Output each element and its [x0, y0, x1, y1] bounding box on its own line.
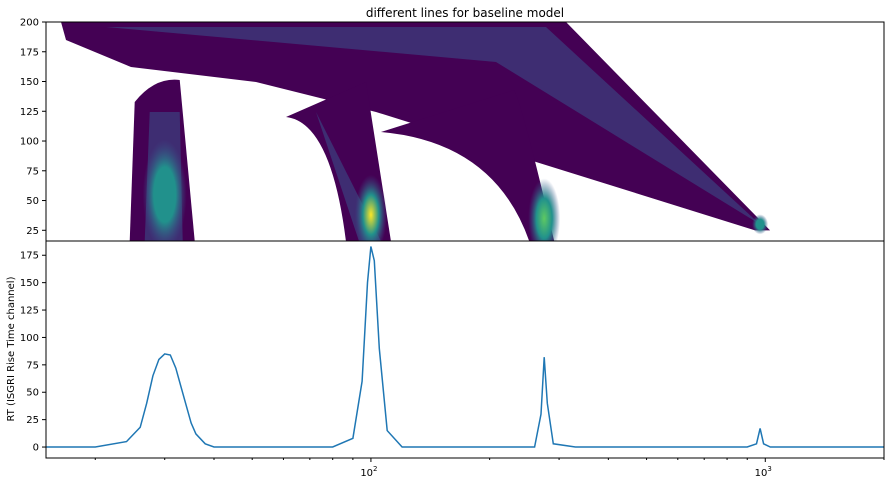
series-line [46, 246, 884, 448]
top-ytick-label-5: 150 [20, 77, 39, 88]
heatmap-peak-1 [354, 174, 387, 241]
heatmap-peak-2 [528, 178, 561, 241]
top-y-axis: 25 50 75 100 125 150 175 200 [20, 18, 46, 237]
x-axis: 102 103 [94, 458, 885, 479]
bottom-ytick-label-2: 50 [26, 388, 39, 399]
bottom-axes-frame [45, 240, 885, 459]
top-ytick-label-0: 25 [26, 226, 39, 237]
top-ytick-label-4: 125 [20, 107, 39, 118]
chart-title: different lines for baseline model [366, 6, 564, 20]
line-panel: 0 25 50 75 100 125 150 175 102 103 RT (ISGRI Ris… [6, 240, 885, 479]
bottom-y-axis: 0 25 50 75 100 125 150 175 [20, 251, 46, 454]
top-ytick-label-7: 200 [20, 18, 39, 29]
bottom-ytick-label-4: 100 [20, 333, 39, 344]
heatmap-field [61, 22, 771, 241]
y-axis-label: RT (ISGRI Rise Time channel) [6, 276, 17, 421]
bottom-ytick-label-3: 75 [26, 360, 39, 371]
heatmap-region-3 [380, 90, 555, 241]
heatmap-streak-0 [106, 27, 761, 225]
heatmap-panel: different lines for baseline model 25 50 7… [20, 6, 885, 242]
top-ytick-label-3: 100 [20, 137, 39, 148]
bottom-ytick-label-5: 125 [20, 306, 39, 317]
bottom-ytick-label-6: 150 [20, 278, 39, 289]
xtick-label-1: 103 [755, 465, 772, 479]
top-ytick-label-6: 175 [20, 47, 39, 58]
heatmap-peak-0 [142, 139, 187, 241]
heatmap-peak-3 [752, 214, 769, 235]
bottom-ytick-label-7: 175 [20, 251, 39, 262]
xtick-label-0: 102 [360, 465, 377, 479]
bottom-ytick-label-1: 25 [26, 415, 39, 426]
bottom-ytick-label-0: 0 [33, 443, 39, 454]
heatmap-streak-2 [316, 112, 381, 241]
top-ytick-label-2: 75 [26, 166, 39, 177]
top-ytick-label-1: 50 [26, 196, 39, 207]
